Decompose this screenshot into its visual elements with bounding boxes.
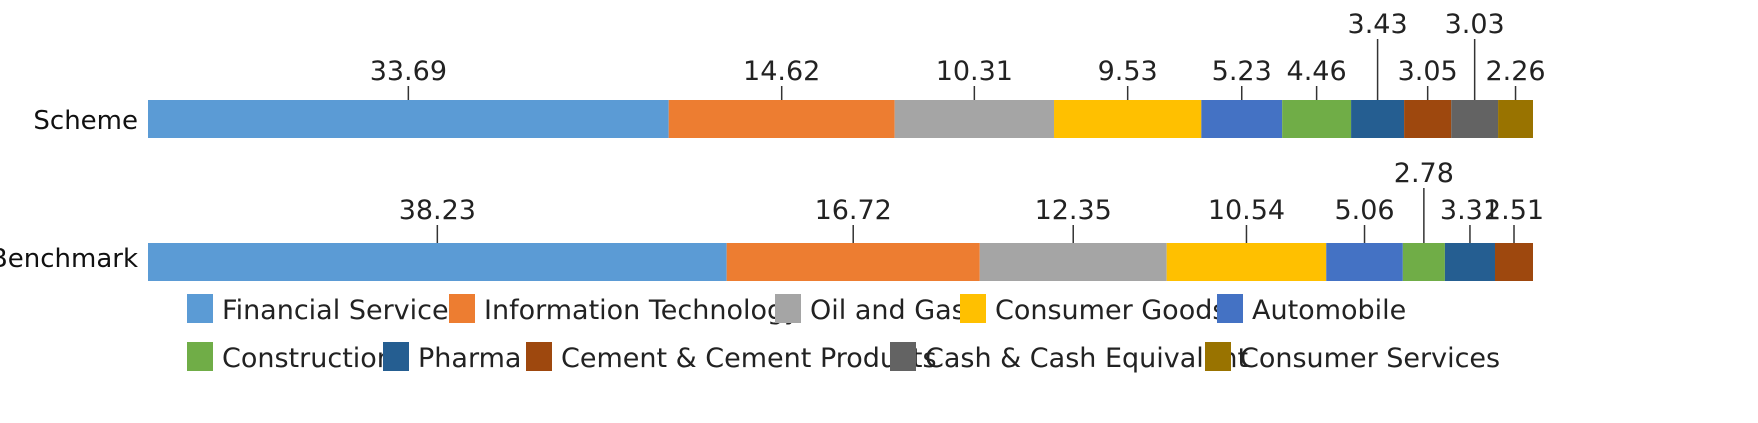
bar-scheme-information-technology	[668, 100, 895, 138]
data-label-benchmark-financial-services: 38.23	[399, 195, 476, 226]
legend-swatch-cash-and-cash-equivalent	[890, 342, 916, 371]
bar-scheme-automobile	[1201, 100, 1283, 138]
bar-scheme-construction	[1282, 100, 1352, 138]
bar-scheme-consumer-goods	[1054, 100, 1202, 138]
category-label-scheme: Scheme	[33, 106, 138, 136]
legend-swatch-financial-services	[187, 294, 213, 323]
data-label-benchmark-automobile: 5.06	[1334, 195, 1394, 226]
bar-benchmark-automobile	[1326, 243, 1403, 281]
category-label-benchmark: Benchmark	[0, 244, 138, 274]
bar-benchmark-consumer-goods	[1166, 243, 1327, 281]
bar-scheme-cement-and-cement-products	[1404, 100, 1452, 138]
legend-label-cash-and-cash-equivalent: Cash & Cash Equivalent	[925, 343, 1248, 374]
legend-label-information-technology: Information Technology	[484, 295, 800, 326]
data-label-scheme-cement-and-cement-products: 3.05	[1398, 56, 1458, 87]
data-label-scheme-pharma: 3.43	[1348, 9, 1408, 40]
bar-benchmark-financial-services	[148, 243, 727, 281]
legend-swatch-cement-and-cement-products	[526, 342, 552, 371]
data-label-scheme-consumer-goods: 9.53	[1098, 56, 1158, 87]
bar-scheme-consumer-services	[1498, 100, 1533, 138]
legend-label-oil-and-gas: Oil and Gas	[810, 295, 966, 326]
legend-label-cement-and-cement-products: Cement & Cement Products	[561, 343, 937, 374]
legend-swatch-automobile	[1217, 294, 1243, 323]
legend-label-pharma: Pharma	[418, 343, 521, 374]
data-label-benchmark-consumer-goods: 10.54	[1208, 195, 1285, 226]
data-label-scheme-oil-and-gas: 10.31	[936, 56, 1013, 87]
bars-layer	[148, 100, 1533, 281]
bar-benchmark-construction	[1402, 243, 1445, 281]
legend-label-construction: Construction	[222, 343, 394, 374]
bar-scheme-pharma	[1351, 100, 1405, 138]
bar-benchmark-cement-and-cement-products	[1495, 243, 1533, 281]
legend-swatch-consumer-services	[1205, 342, 1231, 371]
legend-swatch-construction	[187, 342, 213, 371]
legend: Financial Services Information Technology…	[187, 294, 1500, 374]
bar-scheme-financial-services	[148, 100, 669, 138]
data-label-benchmark-construction: 2.78	[1394, 158, 1454, 189]
bar-benchmark-pharma	[1444, 243, 1496, 281]
legend-swatch-consumer-goods	[960, 294, 986, 323]
data-label-benchmark-oil-and-gas: 12.35	[1035, 195, 1112, 226]
bar-benchmark-oil-and-gas	[979, 243, 1167, 281]
data-label-scheme-automobile: 5.23	[1212, 56, 1272, 87]
legend-label-consumer-goods: Consumer Goods	[995, 295, 1226, 326]
bar-scheme-cash-and-cash-equivalent	[1451, 100, 1499, 138]
legend-label-financial-services: Financial Services	[222, 295, 463, 326]
data-label-scheme-consumer-services: 2.26	[1485, 56, 1545, 87]
legend-swatch-information-technology	[449, 294, 475, 323]
data-label-benchmark-pharma: 3.31	[1440, 195, 1500, 226]
bar-benchmark-information-technology	[726, 243, 980, 281]
data-labels-layer: 33.69 14.62 10.31 9.53 5.23 4.463.43 3.05 3.03 2…	[370, 9, 1546, 243]
data-label-benchmark-information-technology: 16.72	[815, 195, 892, 226]
data-label-scheme-construction: 4.46	[1287, 56, 1347, 87]
bar-scheme-oil-and-gas	[894, 100, 1055, 138]
legend-swatch-pharma	[383, 342, 409, 371]
data-label-benchmark-cement-and-cement-products: 2.51	[1484, 195, 1544, 226]
data-label-scheme-cash-and-cash-equivalent: 3.03	[1445, 9, 1505, 40]
data-label-scheme-information-technology: 14.62	[743, 56, 820, 87]
legend-swatch-oil-and-gas	[775, 294, 801, 323]
legend-label-consumer-services: Consumer Services	[1240, 343, 1500, 374]
category-labels-layer: Scheme Benchmark	[0, 106, 138, 274]
data-label-scheme-financial-services: 33.69	[370, 56, 447, 87]
legend-label-automobile: Automobile	[1252, 295, 1406, 326]
